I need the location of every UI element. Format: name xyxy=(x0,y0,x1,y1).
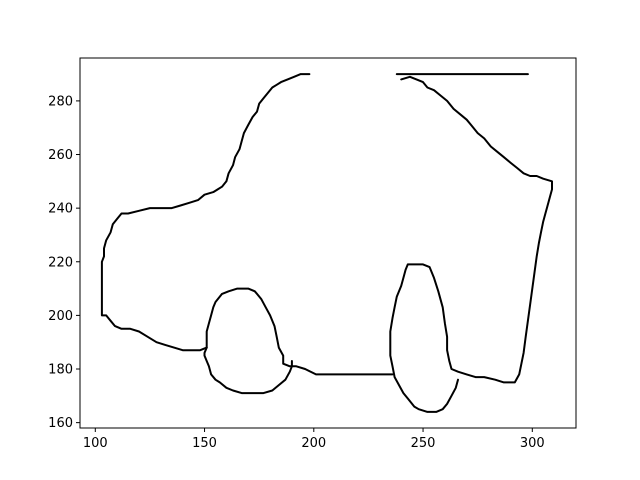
x-axis: 100 150 200 250 300 xyxy=(83,428,545,451)
y-tick-label: 180 xyxy=(48,363,73,378)
x-tick-label: 150 xyxy=(192,436,217,451)
series-line-2 xyxy=(203,287,394,395)
x-tick-label: 250 xyxy=(411,436,436,451)
axes-frame xyxy=(79,57,577,429)
series-line-1 xyxy=(389,75,553,413)
y-tick-label: 280 xyxy=(48,94,73,109)
y-tick-label: 240 xyxy=(48,202,73,217)
x-tick-label: 200 xyxy=(301,436,326,451)
y-axis: 160 180 200 220 240 260 280 xyxy=(48,94,80,431)
x-tick-label: 100 xyxy=(83,436,108,451)
y-tick-label: 220 xyxy=(48,255,73,270)
y-tick-label: 160 xyxy=(48,416,73,431)
x-tick-label: 300 xyxy=(520,436,545,451)
series-line-3 xyxy=(100,73,311,352)
y-tick-label: 200 xyxy=(48,309,73,324)
y-tick-label: 260 xyxy=(48,148,73,163)
outline-series xyxy=(100,73,553,413)
